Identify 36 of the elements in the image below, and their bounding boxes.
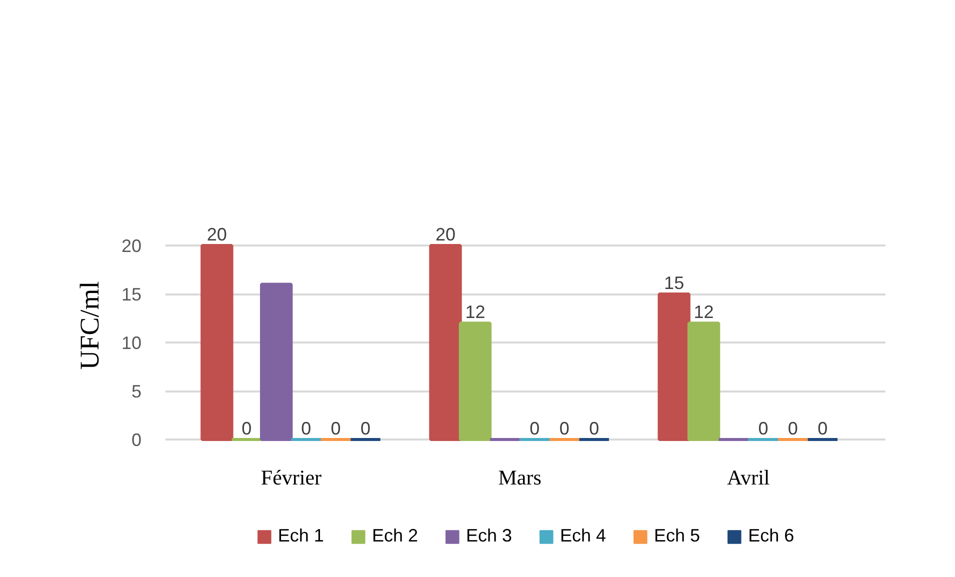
legend-label: Ech 1 (278, 526, 324, 546)
data-label: 0 (330, 418, 341, 438)
bar (429, 244, 462, 441)
y-tick-label: 20 (121, 236, 142, 256)
bar (687, 322, 720, 441)
data-label: 0 (301, 418, 312, 438)
legend-label: Ech 2 (372, 526, 418, 546)
bar (260, 282, 293, 441)
data-label: 12 (465, 302, 486, 322)
bar (200, 244, 234, 441)
y-tick-label: 0 (131, 430, 142, 450)
x-tick-label: Avril (726, 466, 770, 490)
x-tick-label: Mars (498, 466, 542, 490)
data-label: 20 (206, 224, 227, 244)
data-label: 0 (589, 418, 600, 438)
y-tick-label: 5 (131, 382, 142, 402)
y-tick-label: 15 (121, 284, 142, 304)
data-label: 20 (435, 224, 456, 244)
bar (658, 292, 690, 441)
legend-label: Ech 4 (560, 526, 606, 546)
data-label: 0 (360, 418, 371, 438)
legend-label: Ech 5 (654, 526, 700, 546)
data-label: 0 (242, 418, 252, 438)
data-label: 12 (694, 302, 714, 322)
data-label: 0 (530, 418, 540, 438)
data-label: 0 (559, 418, 570, 438)
y-tick-label: 10 (121, 333, 142, 353)
data-label: 0 (788, 418, 798, 438)
data-label: 0 (818, 418, 828, 438)
legend-label: Ech 3 (466, 526, 512, 546)
x-tick-label: Février (260, 466, 322, 490)
bar (458, 322, 492, 441)
y-axis-title: UFC/ml (74, 281, 104, 370)
legend-label: Ech 6 (748, 526, 794, 546)
data-label: 0 (758, 418, 768, 438)
data-label: 15 (664, 273, 684, 293)
